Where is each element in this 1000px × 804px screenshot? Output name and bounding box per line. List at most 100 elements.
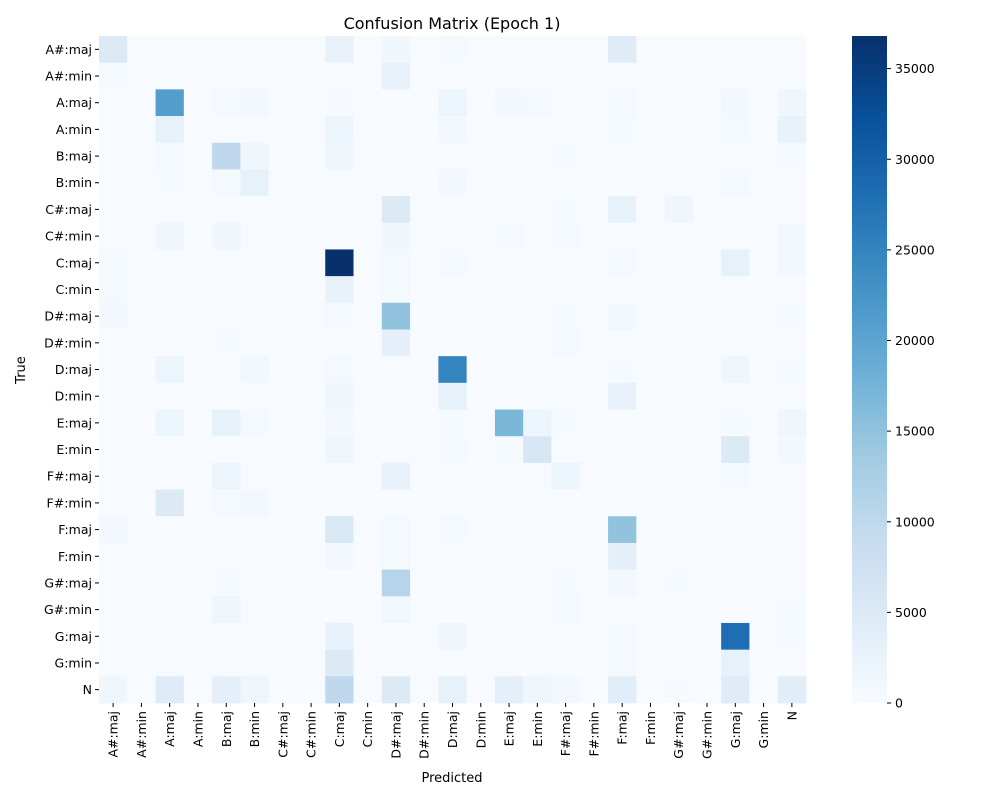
heatmap-cell	[438, 542, 468, 570]
heatmap-cell	[494, 462, 524, 490]
colorbar-tick-label: 30000	[895, 152, 935, 167]
heatmap-cell	[551, 116, 581, 144]
heatmap-cell	[296, 516, 326, 544]
heatmap-cell	[523, 409, 552, 437]
heatmap-cell	[99, 36, 128, 64]
heatmap-cell	[692, 622, 722, 651]
heatmap-cell	[777, 489, 807, 517]
heatmap-cell	[212, 382, 241, 410]
heatmap-cell	[692, 489, 722, 517]
heatmap-cell	[410, 409, 439, 437]
heatmap-cell	[268, 36, 298, 64]
heatmap-cell	[353, 676, 383, 704]
heatmap-cell	[777, 516, 807, 544]
heatmap-cell	[127, 542, 156, 570]
heatmap-cell	[494, 169, 524, 197]
heatmap-cell	[325, 249, 354, 277]
heatmap-cell	[268, 356, 298, 384]
heatmap-cell	[466, 222, 496, 250]
heatmap-cell	[155, 89, 185, 117]
heatmap-cell	[127, 329, 156, 357]
heatmap-cell	[636, 62, 665, 90]
heatmap-cell	[99, 169, 128, 197]
heatmap-cell	[381, 676, 411, 704]
heatmap-cell	[692, 89, 722, 117]
heatmap-cell	[749, 436, 779, 464]
heatmap-cell	[99, 302, 128, 330]
x-tick-label: E:maj	[502, 711, 517, 746]
heatmap-cell	[268, 622, 298, 651]
heatmap-cell	[240, 569, 270, 597]
heatmap-cell	[721, 222, 750, 250]
heatmap-cell	[551, 596, 581, 624]
heatmap-cell	[183, 142, 213, 170]
heatmap-cell	[579, 116, 609, 144]
heatmap-cell	[551, 382, 581, 410]
heatmap-cell	[523, 196, 552, 224]
heatmap-cell	[664, 649, 694, 677]
heatmap-cell	[127, 142, 156, 170]
heatmap-cell	[636, 36, 665, 64]
heatmap-cell	[240, 249, 270, 277]
x-tick-label: D:maj	[445, 711, 460, 748]
heatmap-cell	[127, 356, 156, 384]
heatmap-cell	[749, 409, 779, 437]
heatmap-cell	[551, 542, 581, 570]
heatmap-cell	[494, 356, 524, 384]
heatmap-cell	[494, 62, 524, 90]
heatmap-cell	[749, 196, 779, 224]
heatmap-cell	[636, 249, 665, 277]
heatmap-cell	[494, 436, 524, 464]
heatmap-cell	[127, 169, 156, 197]
heatmap-cell	[183, 516, 213, 544]
heatmap-cell	[777, 276, 807, 304]
heatmap-cell	[353, 329, 383, 357]
heatmap-cell	[721, 116, 750, 144]
heatmap-cell	[155, 462, 185, 490]
heatmap-cell	[353, 516, 383, 544]
heatmap-cell	[579, 276, 609, 304]
heatmap-cell	[664, 516, 694, 544]
heatmap-cell	[466, 276, 496, 304]
heatmap-cell	[777, 116, 807, 144]
heatmap-cell	[212, 622, 241, 651]
heatmap-cell	[608, 436, 637, 464]
heatmap-cell	[777, 196, 807, 224]
heatmap-cell	[636, 329, 665, 357]
heatmap-cell	[183, 542, 213, 570]
heatmap-cell	[494, 249, 524, 277]
heatmap-cell	[99, 649, 128, 677]
heatmap-cell	[325, 622, 354, 651]
heatmap-cell	[438, 382, 468, 410]
heatmap-cell	[325, 142, 354, 170]
x-axis-label: Predicted	[421, 771, 482, 786]
heatmap-cell	[523, 356, 552, 384]
heatmap-cell	[721, 196, 750, 224]
heatmap-cell	[183, 196, 213, 224]
heatmap-cell	[749, 569, 779, 597]
heatmap-cell	[410, 169, 439, 197]
heatmap-cell	[523, 249, 552, 277]
heatmap-cell	[240, 622, 270, 651]
heatmap-cell	[579, 542, 609, 570]
heatmap-cell	[410, 489, 439, 517]
heatmap-cell	[664, 436, 694, 464]
heatmap-cell	[721, 249, 750, 277]
heatmap-cell	[296, 436, 326, 464]
heatmap-cell	[721, 382, 750, 410]
heatmap-cell	[664, 276, 694, 304]
heatmap-cell	[99, 462, 128, 490]
heatmap-cell	[183, 36, 213, 64]
heatmap-cell	[212, 89, 241, 117]
heatmap-cell	[749, 489, 779, 517]
heatmap-cell	[551, 356, 581, 384]
heatmap-cell	[353, 36, 383, 64]
heatmap-cell	[296, 249, 326, 277]
heatmap-cell	[721, 36, 750, 64]
heatmap-cell	[777, 462, 807, 490]
heatmap-cell	[523, 62, 552, 90]
heatmap-cell	[721, 542, 750, 570]
heatmap-cell	[353, 382, 383, 410]
heatmap-cell	[268, 596, 298, 624]
heatmap-cell	[777, 436, 807, 464]
